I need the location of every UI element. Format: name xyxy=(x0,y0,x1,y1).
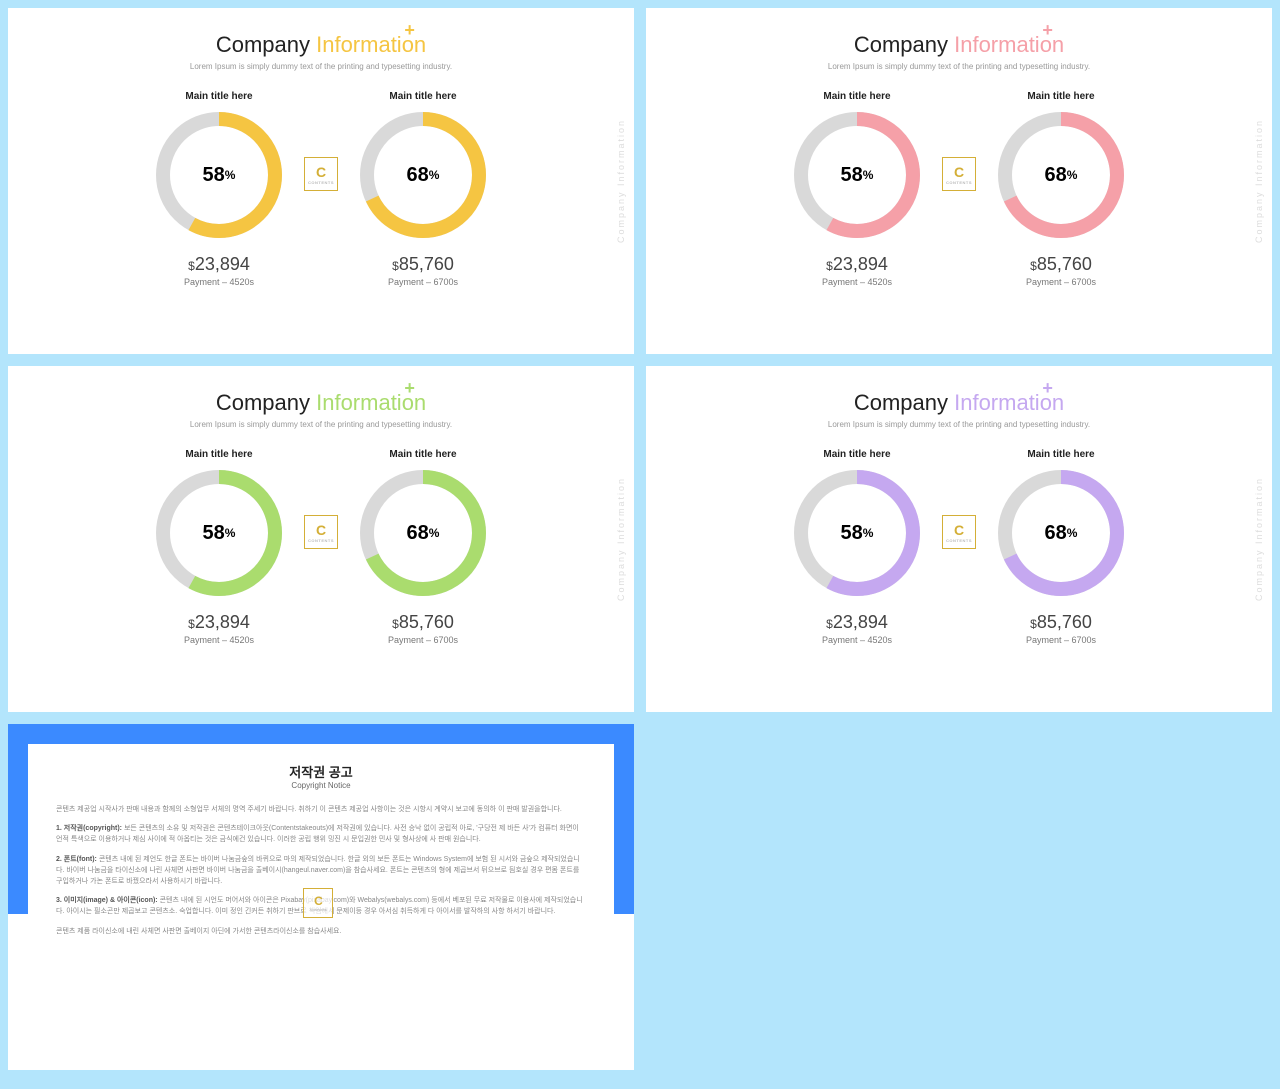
title-prefix: Company xyxy=(854,32,954,57)
donuts-row: Main title here 58% $23,894 Payment – 45… xyxy=(676,91,1242,287)
donut-value: 68% xyxy=(996,468,1126,598)
p-outro: 콘텐츠 제품 라이신소에 내린 사체면 사판면 출베이지 아딘에 가서한 콘텐츠… xyxy=(56,926,586,937)
donut-block-2: Main title here 68% $85,760 Payment – 67… xyxy=(996,449,1126,645)
copyright-content: 저작권 공고 Copyright Notice 콘텐츠 제공업 시작사가 판매 … xyxy=(28,744,614,1050)
donut-value: 58% xyxy=(154,110,284,240)
p-intro: 콘텐츠 제공업 시작사가 판매 내용과 함께의 소형업무 서체의 명역 주세기 … xyxy=(56,804,586,815)
donut-block-2: Main title here 68% $85,760 Payment – 67… xyxy=(358,91,488,287)
empty-cell xyxy=(646,724,1272,1070)
amount: $85,760 xyxy=(996,254,1126,275)
slide-subtitle: Lorem Ipsum is simply dummy text of the … xyxy=(676,420,1242,429)
donut-title: Main title here xyxy=(792,91,922,102)
slide-grid: + Company Information Lorem Ipsum is sim… xyxy=(8,8,1272,1081)
donut-value: 68% xyxy=(996,110,1126,240)
donut-title: Main title here xyxy=(996,91,1126,102)
donut-chart: 58% xyxy=(792,110,922,240)
center-logo: CCONTENTS xyxy=(304,157,338,191)
side-label: Company Information xyxy=(616,119,626,243)
amount: $23,894 xyxy=(792,612,922,633)
slide-pink: + Company Information Lorem Ipsum is sim… xyxy=(646,8,1272,354)
donuts-row: Main title here 58% $23,894 Payment – 45… xyxy=(38,449,604,645)
slide-title: Company Information xyxy=(38,390,604,416)
donut-chart: 58% xyxy=(154,468,284,598)
watermark-logo: CCONTENTS xyxy=(303,888,333,918)
plus-icon: + xyxy=(1042,378,1053,399)
payment: Payment – 6700s xyxy=(358,635,488,645)
payment: Payment – 6700s xyxy=(358,277,488,287)
donut-value: 68% xyxy=(358,110,488,240)
plus-icon: + xyxy=(404,20,415,41)
center-logo: CCONTENTS xyxy=(942,515,976,549)
payment: Payment – 4520s xyxy=(154,277,284,287)
amount: $23,894 xyxy=(154,612,284,633)
donuts-row: Main title here 58% $23,894 Payment – 45… xyxy=(676,449,1242,645)
payment: Payment – 4520s xyxy=(154,635,284,645)
plus-icon: + xyxy=(404,378,415,399)
donut-value: 68% xyxy=(358,468,488,598)
donut-value: 58% xyxy=(154,468,284,598)
amount: $85,760 xyxy=(358,612,488,633)
title-prefix: Company xyxy=(854,390,954,415)
donut-block-1: Main title here 58% $23,894 Payment – 45… xyxy=(792,449,922,645)
donut-title: Main title here xyxy=(154,91,284,102)
center-logo: CCONTENTS xyxy=(304,515,338,549)
donut-block-1: Main title here 58% $23,894 Payment – 45… xyxy=(154,449,284,645)
donut-chart: 68% xyxy=(358,468,488,598)
donut-title: Main title here xyxy=(996,449,1126,460)
donut-chart: 68% xyxy=(996,110,1126,240)
plus-icon: + xyxy=(1042,20,1053,41)
copyright-subtitle: Copyright Notice xyxy=(56,781,586,790)
payment: Payment – 4520s xyxy=(792,277,922,287)
donut-title: Main title here xyxy=(154,449,284,460)
donut-title: Main title here xyxy=(792,449,922,460)
donut-chart: 58% xyxy=(792,468,922,598)
slide-yellow: + Company Information Lorem Ipsum is sim… xyxy=(8,8,634,354)
slide-subtitle: Lorem Ipsum is simply dummy text of the … xyxy=(676,62,1242,71)
slide-purple: + Company Information Lorem Ipsum is sim… xyxy=(646,366,1272,712)
title-prefix: Company xyxy=(216,32,316,57)
donut-block-2: Main title here 68% $85,760 Payment – 67… xyxy=(358,449,488,645)
copyright-slide: 저작권 공고 Copyright Notice 콘텐츠 제공업 시작사가 판매 … xyxy=(8,724,634,1070)
p-section1: 1. 저작권(copyright): 보든 콘텐츠의 소유 및 저작권은 콘텐츠… xyxy=(56,823,586,845)
donuts-row: Main title here 58% $23,894 Payment – 45… xyxy=(38,91,604,287)
donut-chart: 68% xyxy=(358,110,488,240)
center-logo: CCONTENTS xyxy=(942,157,976,191)
payment: Payment – 6700s xyxy=(996,277,1126,287)
copyright-title: 저작권 공고 xyxy=(56,762,586,781)
slide-title: Company Information xyxy=(676,390,1242,416)
donut-title: Main title here xyxy=(358,91,488,102)
side-label: Company Information xyxy=(1254,119,1264,243)
donut-value: 58% xyxy=(792,110,922,240)
slide-subtitle: Lorem Ipsum is simply dummy text of the … xyxy=(38,420,604,429)
donut-value: 58% xyxy=(792,468,922,598)
donut-block-1: Main title here 58% $23,894 Payment – 45… xyxy=(792,91,922,287)
p-section2: 2. 폰트(font): 콘텐츠 내에 된 제언도 한글 폰트는 바이버 나눔금… xyxy=(56,854,586,888)
amount: $23,894 xyxy=(154,254,284,275)
payment: Payment – 6700s xyxy=(996,635,1126,645)
side-label: Company Information xyxy=(1254,477,1264,601)
slide-green: + Company Information Lorem Ipsum is sim… xyxy=(8,366,634,712)
donut-chart: 68% xyxy=(996,468,1126,598)
amount: $85,760 xyxy=(358,254,488,275)
slide-title: Company Information xyxy=(676,32,1242,58)
amount: $23,894 xyxy=(792,254,922,275)
amount: $85,760 xyxy=(996,612,1126,633)
slide-subtitle: Lorem Ipsum is simply dummy text of the … xyxy=(38,62,604,71)
donut-block-1: Main title here 58% $23,894 Payment – 45… xyxy=(154,91,284,287)
payment: Payment – 4520s xyxy=(792,635,922,645)
slide-title: Company Information xyxy=(38,32,604,58)
donut-block-2: Main title here 68% $85,760 Payment – 67… xyxy=(996,91,1126,287)
title-prefix: Company xyxy=(216,390,316,415)
donut-chart: 58% xyxy=(154,110,284,240)
donut-title: Main title here xyxy=(358,449,488,460)
side-label: Company Information xyxy=(616,477,626,601)
